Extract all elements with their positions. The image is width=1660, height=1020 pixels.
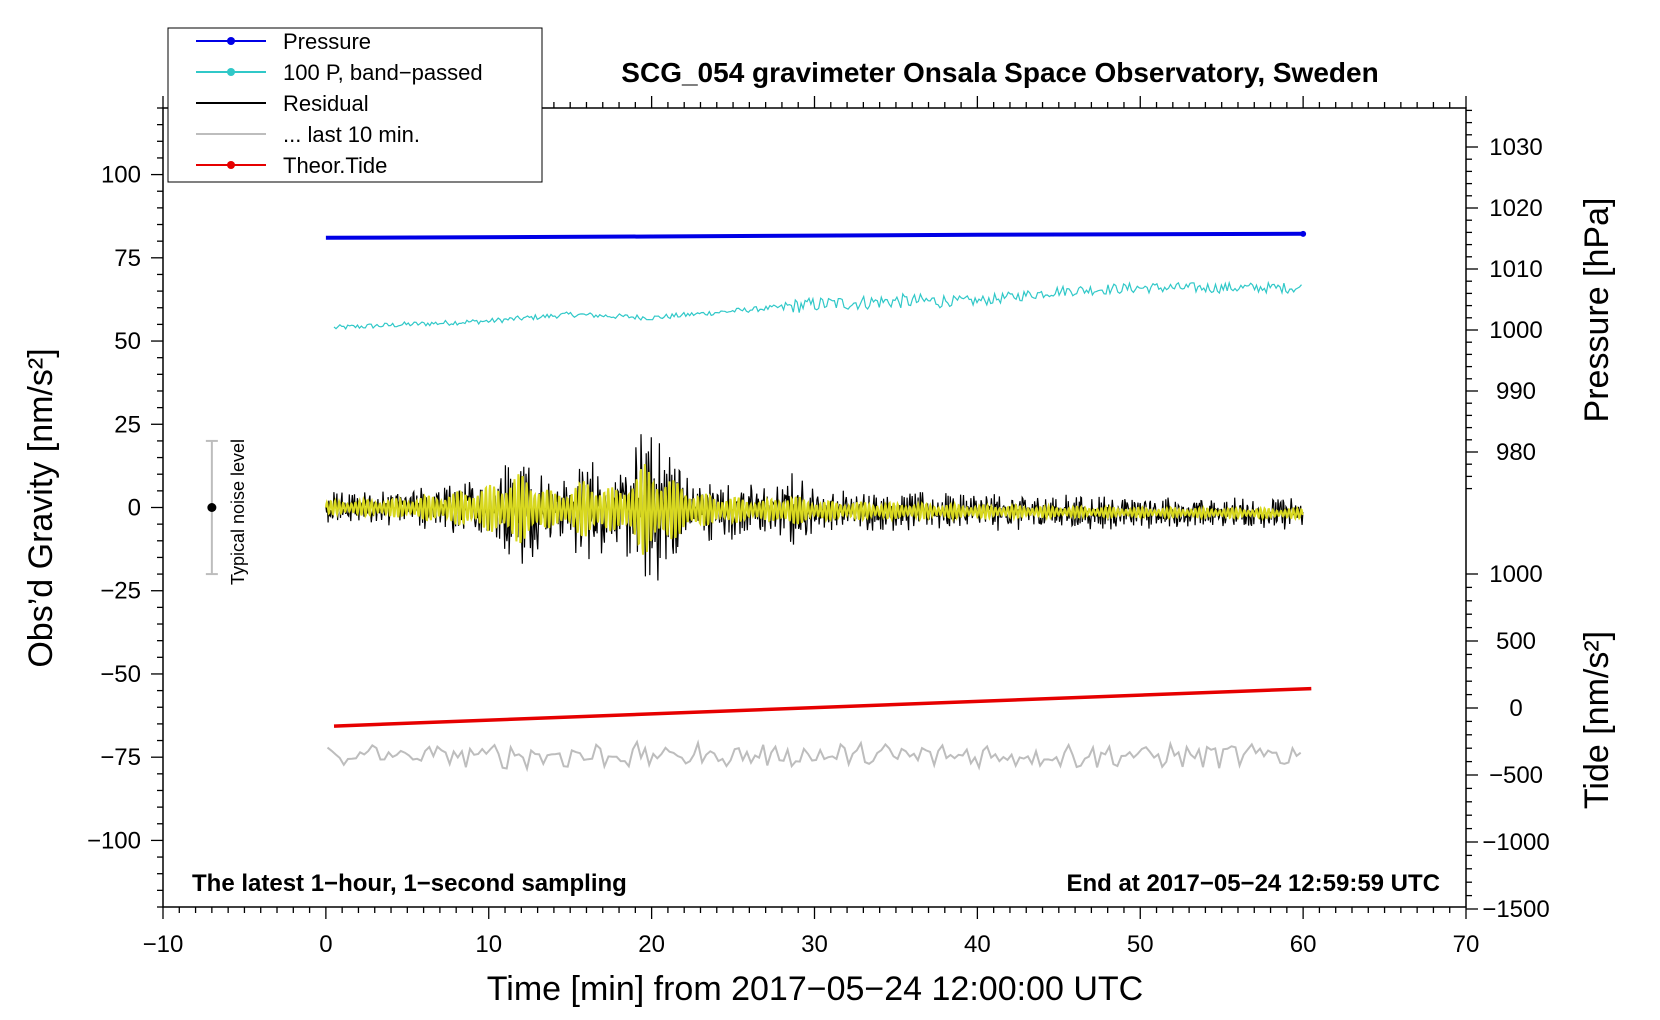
noise-bar-label: Typical noise level — [228, 439, 248, 585]
annotation-bottom-right: End at 2017−05−24 12:59:59 UTC — [1066, 870, 1440, 897]
x-tick-label: −10 — [143, 931, 184, 958]
y-tick-label: 0 — [128, 495, 141, 522]
tide-tick-label: 1000 — [1489, 561, 1542, 588]
pressure-tick-label: 990 — [1496, 378, 1536, 405]
pressure-tick-label: 1000 — [1489, 317, 1542, 344]
legend: Pressure 100 P, band−passed Residual ... la… — [167, 27, 543, 183]
x-tick-labels: −10 0 10 20 30 40 50 60 70 — [143, 931, 1480, 958]
x-axis-title: Time [min] from 2017−05−24 12:00:00 UTC — [487, 970, 1143, 1008]
pressure-tick-labels: 980 990 1000 1010 1020 1030 — [1489, 134, 1542, 466]
y-tick-label: 50 — [114, 328, 141, 355]
legend-label: Pressure — [283, 29, 371, 54]
x-tick-label: 60 — [1290, 931, 1317, 958]
x-tick-label: 0 — [319, 931, 332, 958]
y-tick-label: 25 — [114, 411, 141, 438]
tide-tick-label: −1500 — [1482, 896, 1549, 923]
series-pressure — [325, 231, 1304, 240]
legend-box — [167, 27, 543, 183]
x-tick-label: 20 — [638, 931, 665, 958]
tide-tick-label: −1000 — [1482, 829, 1549, 856]
series-last-10-min — [326, 739, 1302, 773]
series-residual-filtered — [324, 463, 1304, 555]
y-tick-label: −75 — [100, 744, 141, 771]
pressure-tick-label: 980 — [1496, 439, 1536, 466]
pressure-tick-label: 1010 — [1489, 256, 1542, 283]
annotation-bottom-left: The latest 1−hour, 1−second sampling — [192, 870, 627, 897]
y-axis-title-left: Obs’d Gravity [nm/s²] — [22, 348, 60, 667]
chart-title: SCG_054 gravimeter Onsala Space Observat… — [621, 57, 1378, 88]
y-axis-title-tide: Tide [nm/s²] — [1578, 631, 1616, 809]
pressure-tick-label: 1030 — [1489, 134, 1542, 161]
series-theor-tide — [333, 686, 1312, 728]
data-series — [324, 230, 1312, 773]
y-tick-label: −100 — [87, 827, 141, 854]
x-tick-label: 10 — [475, 931, 502, 958]
tide-tick-label: 0 — [1509, 695, 1522, 722]
y-axis-title-pressure: Pressure [hPa] — [1578, 198, 1616, 423]
tide-tick-label: 500 — [1496, 628, 1536, 655]
legend-marker — [227, 37, 235, 45]
noise-bar — [205, 439, 218, 576]
y-tick-label: −25 — [100, 578, 141, 605]
x-tick-label: 70 — [1453, 931, 1480, 958]
legend-label: 100 P, band−passed — [283, 60, 483, 85]
series-pressure-end-marker — [1300, 230, 1307, 237]
legend-marker — [227, 161, 235, 169]
y-left-tick-labels: −100 −75 −50 −25 0 25 50 75 100 — [87, 162, 141, 855]
y-tick-label: −50 — [100, 661, 141, 688]
tide-tick-label: −500 — [1489, 762, 1543, 789]
noise-bar-center-dot — [207, 503, 217, 512]
series-band-passed — [333, 280, 1302, 331]
pressure-tick-label: 1020 — [1489, 195, 1542, 222]
legend-label: Theor.Tide — [283, 153, 387, 178]
legend-label: ... last 10 min. — [283, 122, 420, 147]
x-tick-label: 50 — [1127, 931, 1154, 958]
x-tick-label: 30 — [801, 931, 828, 958]
legend-label: Residual — [283, 91, 369, 116]
y-tick-label: 75 — [114, 245, 141, 272]
tide-tick-labels: −1500 −1000 −500 0 500 1000 — [1482, 561, 1549, 923]
x-tick-label: 40 — [964, 931, 991, 958]
legend-marker — [227, 68, 235, 76]
y-tick-label: 100 — [101, 162, 141, 189]
